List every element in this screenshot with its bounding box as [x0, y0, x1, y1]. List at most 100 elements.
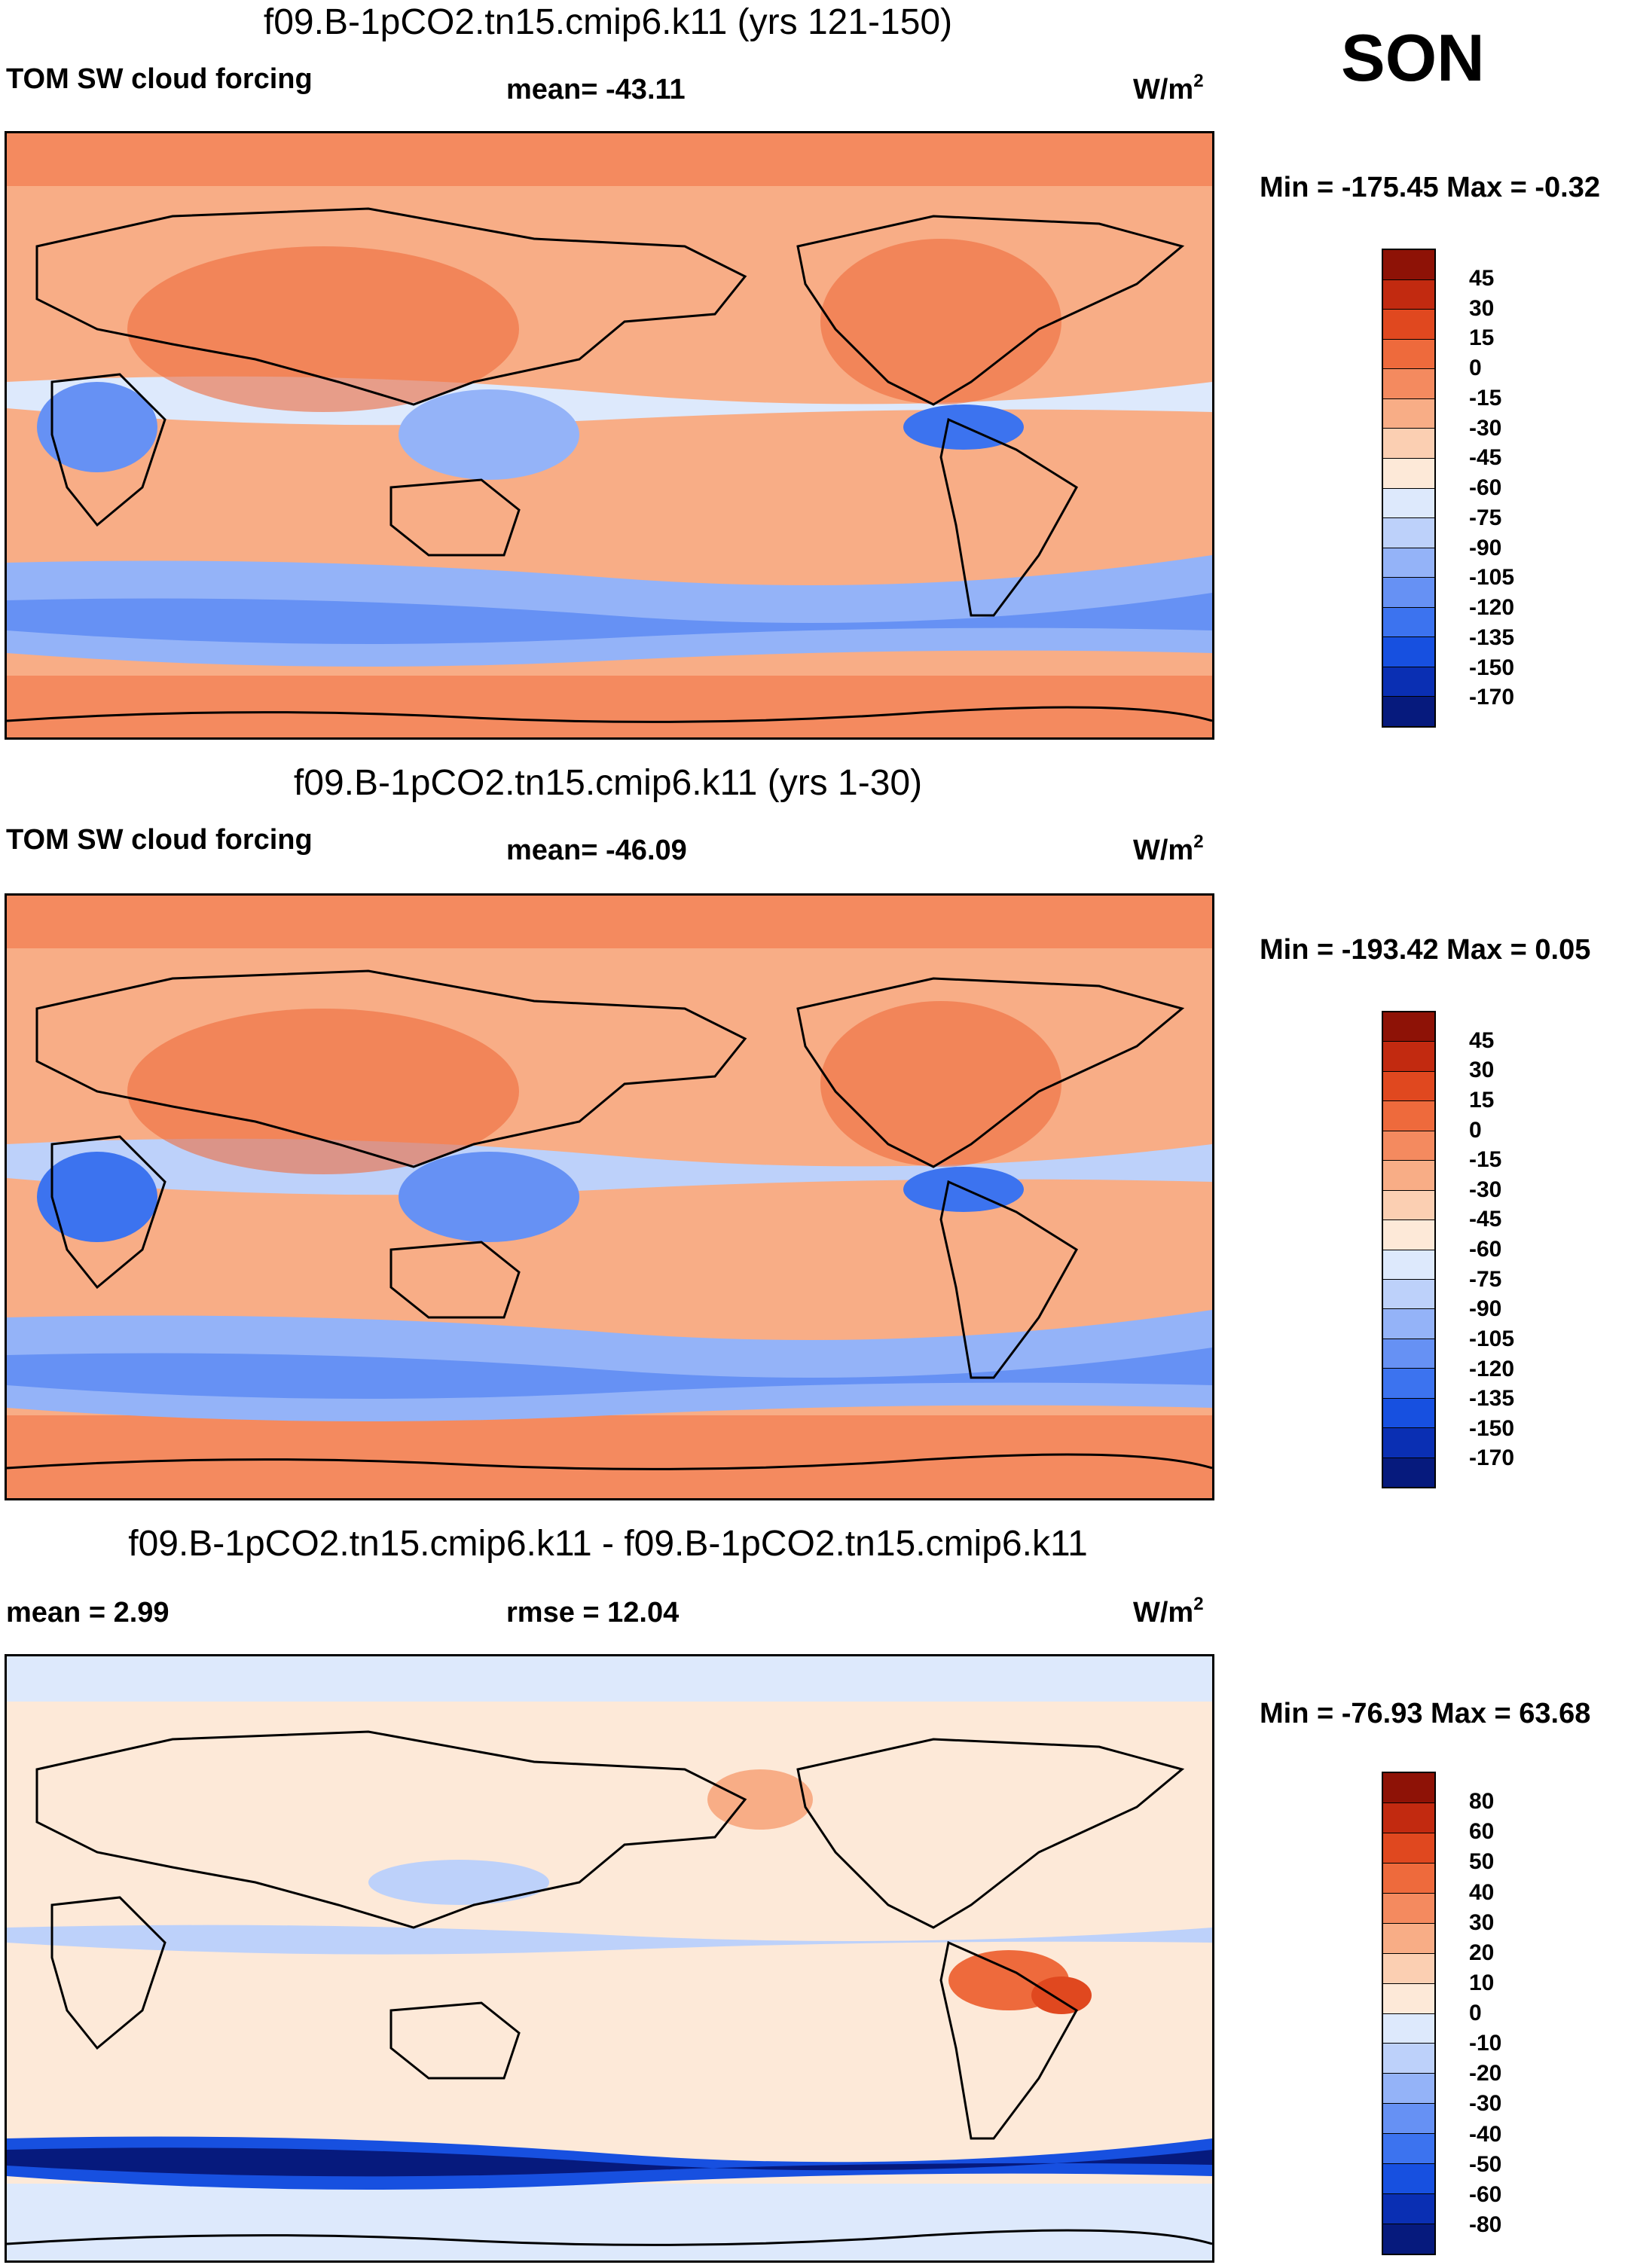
colorbar-ticks: 80 60 50 40 30 20 10 0 -10 -20 -30 -40 -50 -60 -80 [1469, 1772, 1559, 2255]
colorbar-swatch [1383, 1428, 1434, 1458]
colorbar-swatch [1383, 1863, 1434, 1894]
colorbar-swatch [1383, 548, 1434, 578]
coastline-north-america [796, 977, 1185, 1168]
colorbar-swatch [1383, 2134, 1434, 2165]
colorbar-tick-label: -120 [1469, 1356, 1515, 1381]
coastline-north-america [796, 215, 1185, 406]
colorbar-tick-label: -150 [1469, 655, 1515, 680]
colorbar-swatch [1383, 2104, 1434, 2135]
colorbar-tick-label: -170 [1469, 685, 1515, 710]
colorbar-tick-label: 60 [1469, 1819, 1495, 1845]
colorbar-swatch [1383, 1833, 1434, 1864]
colorbar-tick-label: 40 [1469, 1879, 1495, 1905]
colorbar-swatch [1383, 1071, 1434, 1102]
season-label: SON [1341, 20, 1485, 95]
colorbar-swatch [1383, 1802, 1434, 1833]
colorbar [1382, 249, 1436, 728]
colorbar-tick-label: -105 [1469, 565, 1515, 591]
colorbar-swatch [1383, 429, 1434, 459]
colorbar-tick-label: -105 [1469, 1326, 1515, 1351]
coastline-eurasia [35, 207, 747, 406]
colorbar-tick-label: -60 [1469, 475, 1502, 500]
panel-title: f09.B-1pCO2.tn15.cmip6.k11 - f09.B-1pCO2… [128, 1524, 1088, 1564]
polar-band-north [7, 896, 1212, 948]
colorbar-tick-label: 45 [1469, 265, 1495, 291]
colorbar-tick-label: -60 [1469, 1237, 1502, 1262]
north-america-feature [820, 239, 1061, 404]
colorbar-tick-label: -20 [1469, 2061, 1502, 2086]
colorbar-swatch [1383, 2194, 1434, 2225]
map [5, 131, 1214, 740]
min-max-label: Min = -76.93 Max = 63.68 [1260, 1698, 1591, 1729]
colorbar-swatch [1383, 1893, 1434, 1924]
colorbar-tick-label: 15 [1469, 325, 1495, 351]
colorbar-swatch [1383, 250, 1434, 280]
coastline-eurasia [35, 969, 747, 1168]
colorbar-ticks: 45 30 15 0 -15 -30 -45 -60 -75 -90 -105 -120 -135 -15… [1469, 249, 1559, 728]
colorbar-tick-label: -170 [1469, 1445, 1515, 1471]
panel-title: f09.B-1pCO2.tn15.cmip6.k11 (yrs 1-30) [293, 763, 923, 803]
colorbar-tick-label: 50 [1469, 1849, 1495, 1875]
colorbar-swatch [1383, 1398, 1434, 1429]
maritime-continent-feature [399, 389, 579, 480]
colorbar-tick-label: -30 [1469, 2091, 1502, 2117]
colorbar-swatch [1383, 2013, 1434, 2044]
colorbar-tick-label: -30 [1469, 1177, 1502, 1202]
colorbar-tick-label: -135 [1469, 624, 1515, 650]
colorbar-swatch [1383, 2074, 1434, 2105]
coastline-antarctica [7, 706, 1212, 723]
colorbar-swatch [1383, 1279, 1434, 1310]
coastline-antarctica [7, 2229, 1212, 2246]
coastline-south-america [939, 1940, 1079, 2140]
polar-band-north [7, 1656, 1212, 1702]
colorbar [1382, 1011, 1436, 1488]
coastline-australia [389, 1241, 521, 1319]
colorbar [1382, 1772, 1436, 2255]
colorbar-swatch [1383, 1339, 1434, 1369]
colorbar-swatch [1383, 637, 1434, 667]
colorbar-tick-label: 0 [1469, 2001, 1482, 2025]
min-max-label: Min = -175.45 Max = -0.32 [1260, 172, 1601, 203]
mean-label: mean= -46.09 [506, 835, 687, 866]
colorbar-tick-label: -90 [1469, 535, 1502, 560]
coastline-australia [389, 2001, 521, 2080]
map [5, 1654, 1214, 2263]
colorbar-tick-label: -75 [1469, 505, 1502, 530]
colorbar-swatch [1383, 488, 1434, 519]
colorbar-swatch [1383, 339, 1434, 370]
colorbar-tick-label: -75 [1469, 1266, 1502, 1292]
colorbar-swatch [1383, 1131, 1434, 1161]
brazil-feature [1031, 1976, 1092, 2014]
colorbar-tick-label: 10 [1469, 1970, 1495, 1995]
southern-ocean-core [7, 593, 1212, 644]
colorbar-swatch [1383, 1923, 1434, 1954]
colorbar-swatch [1383, 279, 1434, 310]
units-label: W/m2 [1133, 71, 1204, 105]
coastline-south-america [939, 1180, 1079, 1379]
coastline-south-america [939, 417, 1079, 617]
colorbar-swatch [1383, 1220, 1434, 1250]
colorbar-swatch [1383, 578, 1434, 608]
colorbar-swatch [1383, 310, 1434, 340]
coastline-antarctica [7, 1453, 1212, 1470]
colorbar-tick-label: -15 [1469, 385, 1502, 411]
polar-band-south [7, 676, 1212, 737]
colorbar-tick-label: 30 [1469, 1058, 1495, 1083]
polar-band-north [7, 133, 1212, 186]
southern-ocean-core [7, 1348, 1212, 1399]
coastline-north-america [796, 1738, 1185, 1929]
variable-label: TOM SW cloud forcing [6, 63, 313, 95]
maritime-continent-feature [399, 1152, 579, 1242]
variable-label: TOM SW cloud forcing [6, 824, 313, 856]
colorbar-swatch [1383, 697, 1434, 726]
panel-title: f09.B-1pCO2.tn15.cmip6.k11 (yrs 121-150) [263, 2, 953, 42]
polar-band-south [7, 1415, 1212, 1498]
colorbar-swatch [1383, 1369, 1434, 1399]
colorbar-swatch [1383, 1250, 1434, 1280]
colorbar-tick-label: 0 [1469, 356, 1482, 380]
colorbar-tick-label: 0 [1469, 1117, 1482, 1143]
colorbar-tick-label: 20 [1469, 1940, 1495, 1965]
colorbar-tick-label: -45 [1469, 445, 1502, 471]
units-label: W/m2 [1133, 832, 1204, 866]
coastline-africa [50, 1896, 166, 2050]
